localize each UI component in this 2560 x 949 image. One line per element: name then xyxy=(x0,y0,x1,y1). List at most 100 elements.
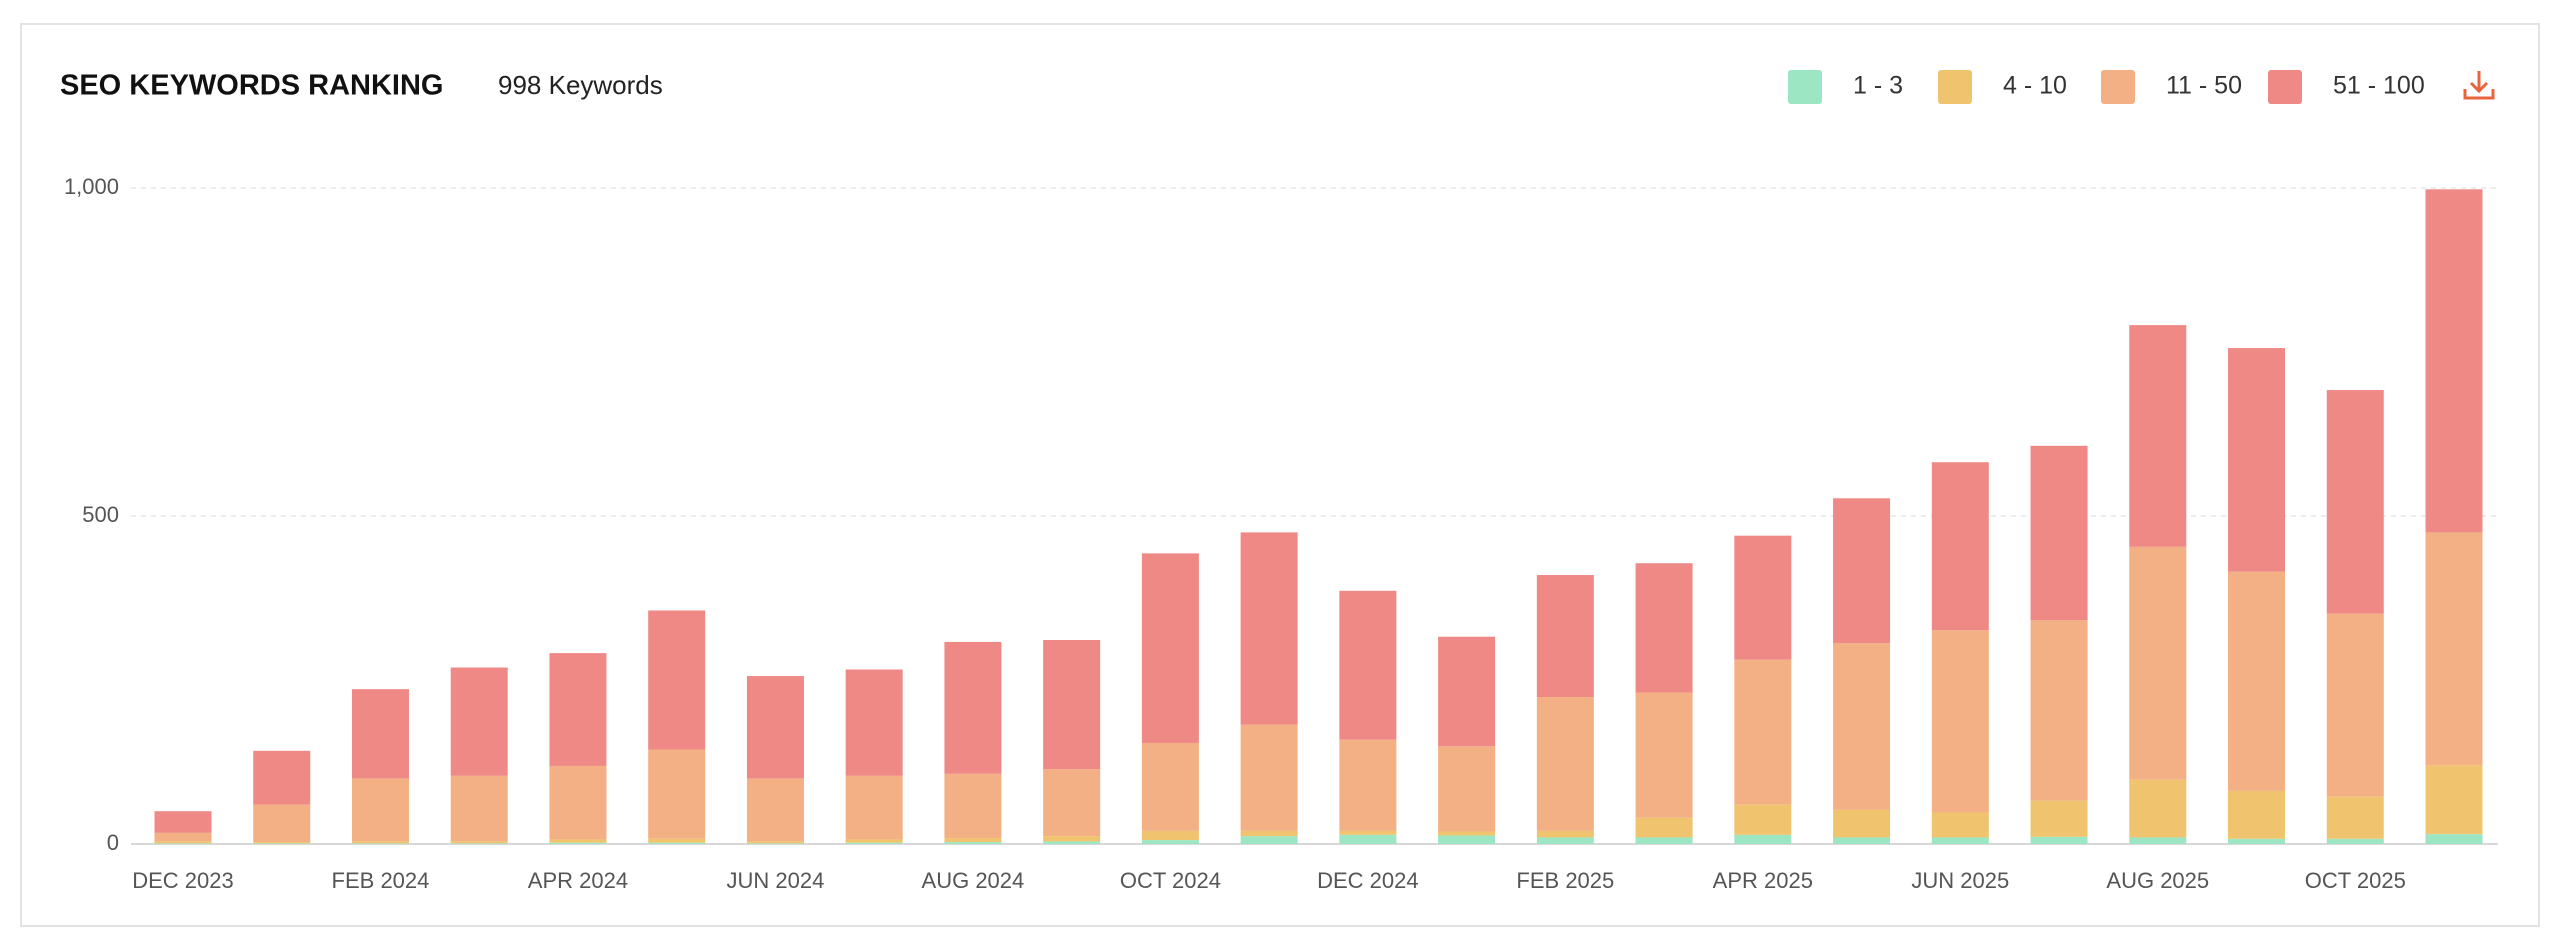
bar-segment xyxy=(1438,636,1496,747)
y-tick-label: 1,000 xyxy=(64,174,119,199)
x-tick-label: FEB 2025 xyxy=(1516,868,1614,893)
bar-segment xyxy=(549,839,607,843)
y-tick-label: 500 xyxy=(82,502,119,527)
bar-segment xyxy=(944,838,1002,843)
bar-segment xyxy=(450,841,508,844)
chart-title: SEO KEYWORDS RANKING xyxy=(60,70,443,102)
bar-segment xyxy=(1536,830,1594,838)
bar-segment xyxy=(2129,779,2187,838)
bar-segment xyxy=(1833,643,1891,810)
bar-segment xyxy=(1931,462,1989,631)
legend-swatch xyxy=(2268,70,2302,104)
bar-segment xyxy=(1043,769,1101,837)
bar-segment xyxy=(1536,697,1594,831)
x-tick-label: JUN 2024 xyxy=(727,868,825,893)
bar-segment xyxy=(351,843,409,844)
x-tick-label: APR 2025 xyxy=(1713,868,1813,893)
bar-segment xyxy=(1635,692,1693,818)
bar-segment xyxy=(746,778,804,842)
bar-segment xyxy=(1141,553,1199,743)
bar-segment xyxy=(253,842,311,844)
bar-segment xyxy=(944,773,1002,839)
bar-segment xyxy=(2228,348,2286,572)
bar-segment xyxy=(2326,613,2384,797)
bar-segment xyxy=(1043,841,1101,844)
bar-segment xyxy=(845,775,903,840)
bar-segment xyxy=(944,842,1002,844)
subtitle: 998 Keywords xyxy=(498,70,663,100)
bar-segment xyxy=(1536,575,1594,698)
bar-segment xyxy=(1438,831,1496,836)
bar-segment xyxy=(154,832,212,842)
legend-label: 1 - 3 xyxy=(1853,72,1903,100)
bar-segment xyxy=(1833,498,1891,644)
bar-segment xyxy=(1141,830,1199,841)
download-button[interactable] xyxy=(2463,71,2495,100)
bar-segment xyxy=(648,610,706,750)
bar-segment xyxy=(1734,804,1792,835)
bar-segment xyxy=(1043,836,1101,842)
bar-segment xyxy=(648,842,706,844)
bar-segment xyxy=(2228,838,2286,844)
bar-segment xyxy=(2425,765,2483,835)
bar-segment xyxy=(1339,834,1397,844)
bar-segment xyxy=(648,838,706,843)
bar-segment xyxy=(450,667,508,776)
legend-swatch xyxy=(1938,70,1972,104)
x-tick-label: DEC 2024 xyxy=(1317,868,1419,893)
bar-segment xyxy=(351,689,409,779)
x-tick-label: DEC 2023 xyxy=(132,868,234,893)
bar-segment xyxy=(450,775,508,842)
bar-segment xyxy=(1734,535,1792,660)
bar-segment xyxy=(2326,796,2384,839)
bar-segment xyxy=(2030,620,2088,801)
bar-segment xyxy=(154,841,212,844)
bar-segment xyxy=(1438,835,1496,844)
x-tick-label: JUN 2025 xyxy=(1911,868,2009,893)
bar-segment xyxy=(1635,563,1693,693)
bar-segment xyxy=(944,641,1002,774)
x-tick-label: AUG 2025 xyxy=(2106,868,2209,893)
x-tick-label: OCT 2025 xyxy=(2305,868,2406,893)
bar-segment xyxy=(845,842,903,844)
bar-segment xyxy=(1833,837,1891,844)
bar-segment xyxy=(1339,590,1397,740)
bar-segment xyxy=(845,669,903,776)
bar-segment xyxy=(1240,724,1298,831)
bar-segment xyxy=(845,839,903,843)
bar-segment xyxy=(2030,445,2088,621)
bar-segment xyxy=(1240,836,1298,844)
bar-segment xyxy=(746,843,804,844)
bar-segment xyxy=(549,653,607,766)
bar-segment xyxy=(2326,838,2384,844)
bar-segment xyxy=(549,842,607,844)
bar-segment xyxy=(2425,189,2483,533)
x-tick-label: APR 2024 xyxy=(528,868,628,893)
bar-segment xyxy=(1141,840,1199,844)
x-tick-label: FEB 2024 xyxy=(332,868,430,893)
bar-segment xyxy=(1339,830,1397,835)
bar-segment xyxy=(2129,546,2187,780)
bar-segment xyxy=(154,843,212,844)
bar-segment xyxy=(2425,532,2483,766)
bar-segment xyxy=(1734,834,1792,844)
bar-segment xyxy=(648,749,706,839)
download-icon xyxy=(2463,71,2495,100)
x-tick-label: OCT 2024 xyxy=(1120,868,1221,893)
bar-segment xyxy=(2326,390,2384,614)
legend-label: 4 - 10 xyxy=(2003,72,2067,100)
bar-segment xyxy=(1635,837,1693,844)
bar-segment xyxy=(1931,630,1989,813)
bar-segment xyxy=(1438,746,1496,832)
bar-segment xyxy=(1043,639,1101,770)
bar-segment xyxy=(351,778,409,842)
bar-segment xyxy=(154,811,212,833)
bar-segment xyxy=(2228,790,2286,839)
bar-segment xyxy=(253,804,311,843)
x-tick-label: AUG 2024 xyxy=(922,868,1025,893)
bar-segment xyxy=(2228,571,2286,791)
bar-segment xyxy=(2129,325,2187,547)
bar-segment xyxy=(2030,800,2088,837)
